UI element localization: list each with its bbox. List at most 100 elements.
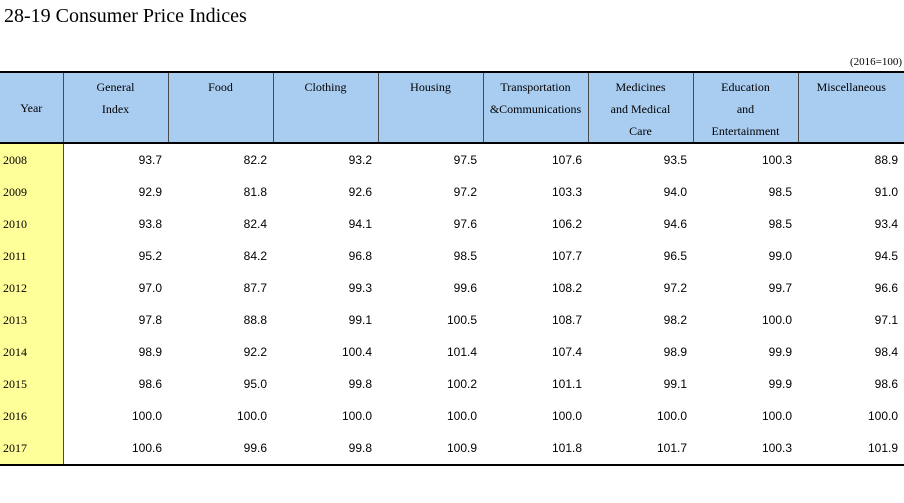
value-cell-transport: 101.8 bbox=[483, 432, 588, 466]
value-cell-clothing: 92.6 bbox=[348, 185, 372, 199]
column-header-year: Year bbox=[0, 71, 64, 144]
value-cell-housing: 97.2 bbox=[453, 185, 477, 199]
value-cell-medicines: 100.0 bbox=[656, 409, 687, 423]
column-header-line: &Communications bbox=[489, 102, 582, 116]
value-cell-clothing: 99.8 bbox=[273, 432, 378, 466]
column-header-line: Education bbox=[721, 80, 770, 94]
column-header-line: Care bbox=[629, 124, 652, 138]
value-cell-clothing: 99.8 bbox=[348, 377, 372, 391]
value-cell-misc: 101.9 bbox=[798, 432, 904, 466]
value-cell-food: 84.2 bbox=[243, 249, 267, 263]
value-cell-transport: 106.2 bbox=[551, 217, 582, 231]
column-header-line: Clothing bbox=[304, 80, 347, 94]
column-header-miscellaneous: Miscellaneous bbox=[797, 71, 904, 144]
value-cell-medicines: 98.2 bbox=[663, 313, 687, 327]
value-cell-general: 98.9 bbox=[138, 345, 162, 359]
column-header-line: Entertainment bbox=[711, 124, 780, 138]
value-cell-housing: 97.5 bbox=[453, 153, 477, 167]
column-header-line: Index bbox=[101, 102, 130, 116]
value-cell-education: 100.3 bbox=[761, 153, 792, 167]
table-row: 2008 93.7 82.2 93.2 97.5 107.6 93.5 100.3 88.9 bbox=[0, 143, 904, 176]
year-cell: 2014 bbox=[0, 336, 64, 368]
column-header-general-index: General Index bbox=[62, 71, 169, 144]
value-cell-housing: 100.2 bbox=[446, 377, 477, 391]
value-cell-clothing: 99.1 bbox=[348, 313, 372, 327]
table-row: 2011 95.2 84.2 96.8 98.5 107.7 96.5 99.0 94.5 bbox=[0, 240, 904, 272]
table-row: 2015 98.6 95.0 99.8 100.2 101.1 99.1 99.9 98.6 bbox=[0, 368, 904, 400]
page-title: 28-19 Consumer Price Indices bbox=[4, 5, 247, 27]
year-cell: 2013 bbox=[0, 304, 64, 336]
value-cell-general: 92.9 bbox=[138, 185, 162, 199]
value-cell-misc: 94.5 bbox=[874, 249, 898, 263]
cpi-table: Year General Index Food Clothing Housing… bbox=[0, 71, 904, 466]
value-cell-general: 97.0 bbox=[138, 281, 162, 295]
value-cell-medicines: 99.1 bbox=[663, 377, 687, 391]
value-cell-clothing: 93.2 bbox=[348, 153, 372, 167]
column-header-medicines: Medicines and Medical Care bbox=[587, 71, 694, 144]
year-cell: 2009 bbox=[0, 176, 64, 208]
value-cell-food: 87.7 bbox=[243, 281, 267, 295]
value-cell-housing: 100.5 bbox=[446, 313, 477, 327]
table-body: 2008 93.7 82.2 93.2 97.5 107.6 93.5 100.3 88.9 20… bbox=[0, 143, 904, 466]
year-cell: 2017 bbox=[0, 432, 64, 466]
value-cell-medicines: 96.5 bbox=[663, 249, 687, 263]
column-header-line: and Medical bbox=[610, 102, 671, 116]
value-cell-medicines: 101.7 bbox=[588, 432, 693, 466]
value-cell-general: 100.0 bbox=[131, 409, 162, 423]
value-cell-food: 81.8 bbox=[243, 185, 267, 199]
value-cell-misc: 98.6 bbox=[874, 377, 898, 391]
table-row: 2009 92.9 81.8 92.6 97.2 103.3 94.0 98.5 91.0 bbox=[0, 176, 904, 208]
value-cell-clothing: 100.0 bbox=[341, 409, 372, 423]
year-cell: 2010 bbox=[0, 208, 64, 240]
value-cell-transport: 108.7 bbox=[551, 313, 582, 327]
value-cell-education: 100.0 bbox=[761, 409, 792, 423]
value-cell-general: 97.8 bbox=[138, 313, 162, 327]
column-header-line: and bbox=[736, 102, 755, 116]
table-row: 2017 100.6 99.6 99.8 100.9 101.8 101.7 100.3 101… bbox=[0, 432, 904, 466]
value-cell-education: 100.0 bbox=[761, 313, 792, 327]
value-cell-education: 99.9 bbox=[768, 377, 792, 391]
value-cell-general: 95.2 bbox=[138, 249, 162, 263]
value-cell-housing: 100.0 bbox=[446, 409, 477, 423]
value-cell-food: 82.2 bbox=[243, 153, 267, 167]
value-cell-education: 100.3 bbox=[693, 432, 798, 466]
value-cell-medicines: 98.9 bbox=[663, 345, 687, 359]
value-cell-housing: 100.9 bbox=[378, 432, 483, 466]
value-cell-food: 100.0 bbox=[236, 409, 267, 423]
value-cell-transport: 107.4 bbox=[551, 345, 582, 359]
table-row: 2016 100.0 100.0 100.0 100.0 100.0 100.0 100.0 1… bbox=[0, 400, 904, 432]
value-cell-education: 99.7 bbox=[768, 281, 792, 295]
column-header-line: General bbox=[96, 80, 135, 94]
column-header-line: Transportation bbox=[500, 80, 571, 94]
column-header-line: Miscellaneous bbox=[816, 80, 886, 94]
value-cell-education: 99.0 bbox=[768, 249, 792, 263]
year-cell: 2016 bbox=[0, 400, 64, 432]
value-cell-clothing: 96.8 bbox=[348, 249, 372, 263]
year-cell: 2015 bbox=[0, 368, 64, 400]
value-cell-general: 100.6 bbox=[63, 432, 168, 466]
value-cell-transport: 107.6 bbox=[551, 153, 582, 167]
value-cell-education: 98.5 bbox=[768, 217, 792, 231]
value-cell-general: 93.8 bbox=[138, 217, 162, 231]
value-cell-general: 93.7 bbox=[138, 153, 162, 167]
value-cell-misc: 88.9 bbox=[874, 153, 898, 167]
value-cell-housing: 97.6 bbox=[453, 217, 477, 231]
table-row: 2012 97.0 87.7 99.3 99.6 108.2 97.2 99.7 96.6 bbox=[0, 272, 904, 304]
column-header-education: Education and Entertainment bbox=[692, 71, 799, 144]
table-row: 2010 93.8 82.4 94.1 97.6 106.2 94.6 98.5 93.4 bbox=[0, 208, 904, 240]
header-row: Year General Index Food Clothing Housing… bbox=[0, 71, 904, 144]
column-header-line: Food bbox=[208, 80, 233, 94]
value-cell-food: 88.8 bbox=[243, 313, 267, 327]
value-cell-education: 98.5 bbox=[768, 185, 792, 199]
value-cell-clothing: 94.1 bbox=[348, 217, 372, 231]
value-cell-transport: 107.7 bbox=[551, 249, 582, 263]
value-cell-medicines: 94.6 bbox=[663, 217, 687, 231]
value-cell-housing: 99.6 bbox=[453, 281, 477, 295]
unit-note: (2016=100) bbox=[849, 56, 902, 68]
value-cell-education: 99.9 bbox=[768, 345, 792, 359]
column-header-transportation: Transportation &Communications bbox=[482, 71, 589, 144]
column-header-food: Food bbox=[167, 71, 274, 144]
value-cell-clothing: 99.3 bbox=[348, 281, 372, 295]
value-cell-misc: 93.4 bbox=[874, 217, 898, 231]
value-cell-general: 98.6 bbox=[138, 377, 162, 391]
